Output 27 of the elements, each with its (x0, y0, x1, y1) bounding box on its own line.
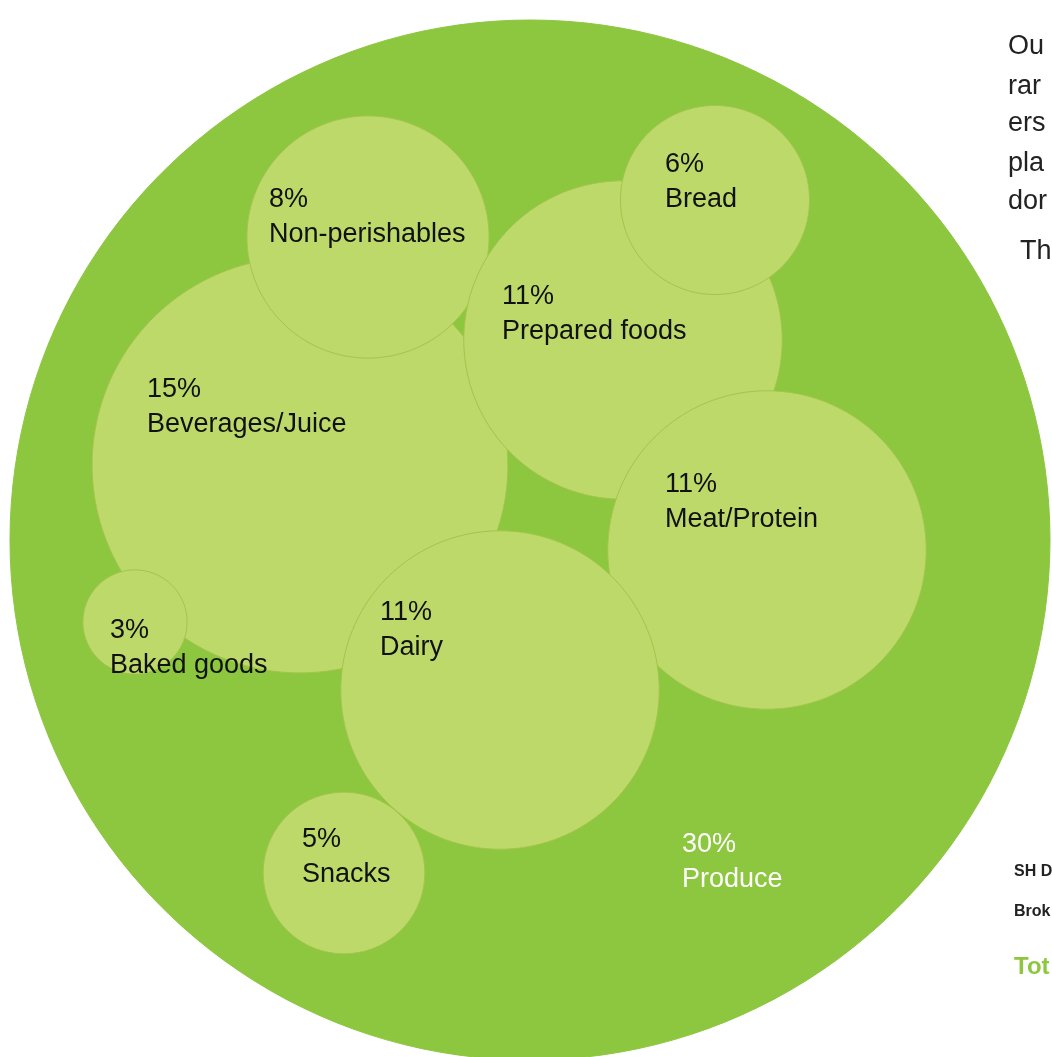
data-label: 11% (665, 468, 718, 498)
category-label: Beverages/Juice (147, 408, 347, 439)
data-label: 5% (302, 823, 342, 853)
text: SH D (1014, 862, 1052, 879)
data-label: 8% (269, 183, 309, 213)
data-label: 3% (110, 614, 150, 644)
text: pla (1008, 147, 1046, 177)
data-label: 11% (502, 280, 555, 310)
text: Ou (1008, 30, 1045, 60)
data-label: 6% (665, 148, 705, 178)
data-label: 15% (147, 373, 202, 403)
text: ers (1008, 107, 1046, 137)
category-label: Non-perishables (269, 218, 466, 249)
text: Brok (1014, 902, 1051, 919)
text: Th (1020, 235, 1052, 265)
text: Tot (1014, 952, 1050, 979)
text: dor (1008, 185, 1048, 215)
category-label: Bread (665, 183, 738, 214)
category-label: Baked goods (110, 649, 268, 680)
category-label: Dairy (380, 631, 444, 662)
category-label: Produce (682, 863, 783, 894)
text: rar (1008, 70, 1042, 100)
data-label: 30% (682, 828, 737, 858)
category-label: Snacks (302, 858, 391, 889)
category-label: Meat/Protein (665, 503, 819, 534)
category-label: Prepared foods (502, 315, 687, 346)
data-label: 11% (380, 596, 433, 626)
